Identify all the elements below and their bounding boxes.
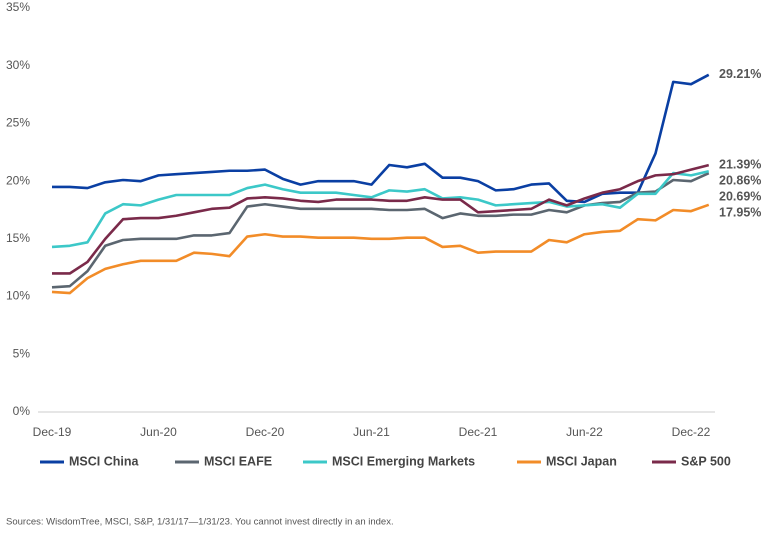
- series-line: [52, 73, 710, 204]
- x-tick-label: Dec-21: [459, 425, 498, 439]
- series-line: [52, 163, 710, 275]
- end-label: 21.39%: [719, 157, 761, 171]
- end-label: 20.86%: [719, 173, 761, 187]
- legend-text: MSCI Emerging Markets: [332, 454, 475, 468]
- x-tick-label: Jun-22: [566, 425, 603, 439]
- y-tick-label: 20%: [6, 173, 30, 187]
- y-tick-label: 25%: [6, 116, 30, 130]
- legend-text: MSCI EAFE: [204, 454, 272, 468]
- x-tick-label: Dec-19: [33, 425, 72, 439]
- y-tick-label: 35%: [6, 0, 30, 14]
- end-label: 29.21%: [719, 67, 761, 81]
- series-line: [51, 203, 710, 295]
- y-tick-label: 0%: [13, 404, 31, 418]
- y-tick-label: 15%: [6, 231, 30, 245]
- end-label: 20.69%: [719, 189, 761, 203]
- source-note: Sources: WisdomTree, MSCI, S&P, 1/31/17—…: [6, 517, 394, 528]
- y-tick-label: 5%: [13, 346, 31, 360]
- legend-text: MSCI Japan: [546, 454, 617, 468]
- legend-text: MSCI China: [69, 454, 139, 468]
- y-tick-label: 10%: [6, 289, 30, 303]
- x-tick-label: Jun-20: [140, 425, 177, 439]
- x-tick-label: Jun-21: [353, 425, 390, 439]
- end-label: 17.95%: [719, 205, 761, 219]
- y-tick-label: 30%: [6, 58, 30, 72]
- x-tick-label: Dec-22: [672, 425, 711, 439]
- series-line: [51, 169, 710, 249]
- x-tick-label: Dec-20: [246, 425, 285, 439]
- legend-text: S&P 500: [681, 454, 731, 468]
